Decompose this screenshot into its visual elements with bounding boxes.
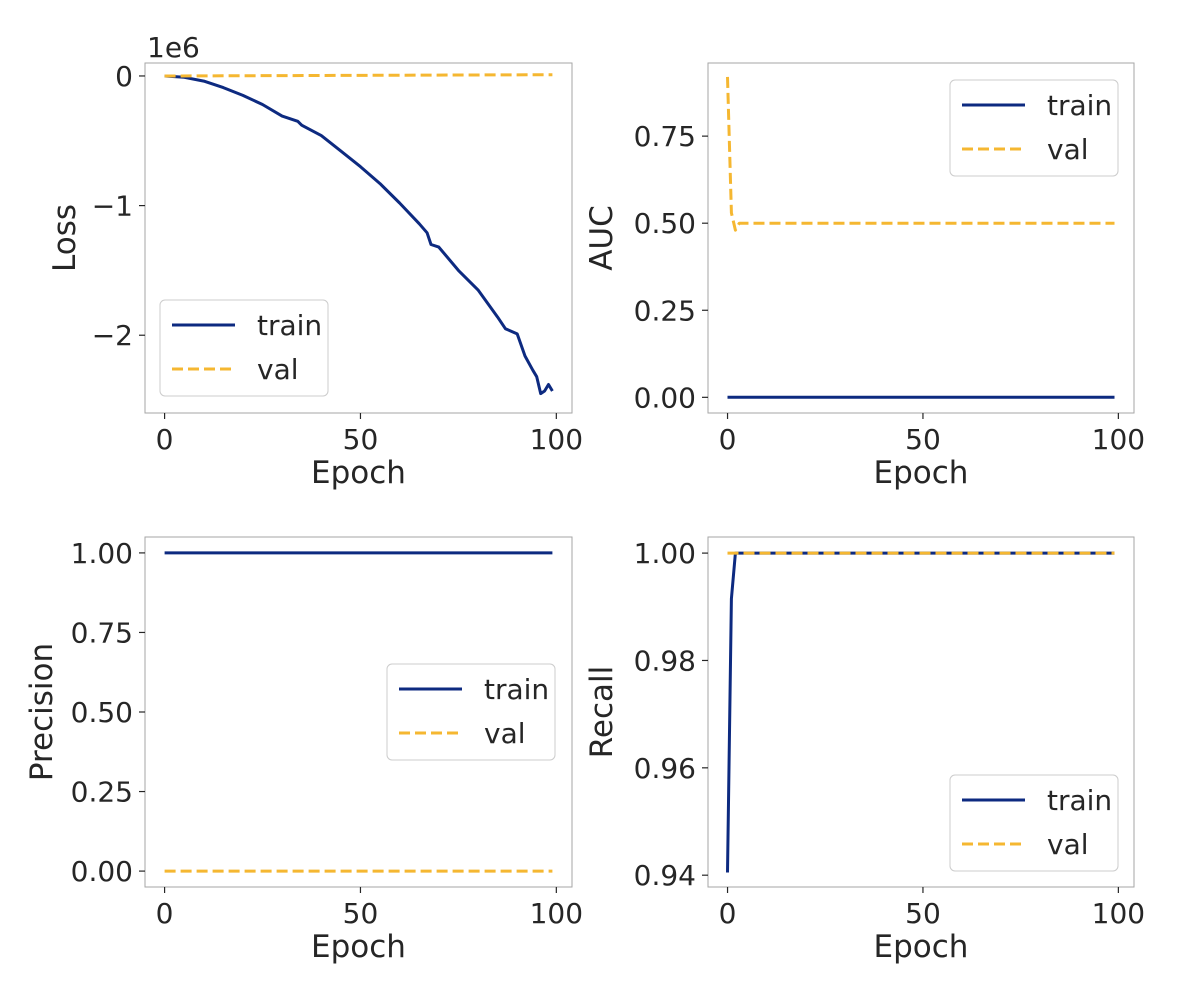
x-tick-label: 100 xyxy=(530,897,583,930)
y-axis-label: Loss xyxy=(47,204,83,272)
x-tick-label: 0 xyxy=(719,897,737,930)
subplot-loss: 0 50 100 0 −1 −2 Epoch Loss 1e6 train val xyxy=(47,31,583,491)
y-tick-label: −1 xyxy=(92,190,133,223)
y-tick-label: 0.25 xyxy=(634,294,696,327)
y-tick-label: 0.75 xyxy=(634,120,696,153)
legend: train val xyxy=(159,299,329,397)
y-tick-label: 0.00 xyxy=(71,855,133,888)
x-axis-label: Epoch xyxy=(874,455,969,491)
x-tick-label: 100 xyxy=(1092,423,1145,456)
subplot-auc: 0 50 100 0.00 0.25 0.50 0.75 Epoch AUC train val xyxy=(584,62,1145,491)
y-tick-label: 1.00 xyxy=(71,537,133,570)
y-tick-label: 0 xyxy=(115,60,133,93)
x-tick-label: 50 xyxy=(905,423,941,456)
legend-label-val: val xyxy=(257,353,299,386)
legend: train val xyxy=(949,774,1119,872)
y-tick-label: 0.94 xyxy=(634,859,696,892)
x-tick-label: 100 xyxy=(530,423,583,456)
y-tick-label: 0.75 xyxy=(71,616,133,649)
y-axis-label: Recall xyxy=(584,666,620,759)
legend: train val xyxy=(949,79,1119,177)
y-tick-label: −2 xyxy=(92,319,133,352)
x-tick-label: 100 xyxy=(1092,897,1145,930)
y-tick-label: 0.96 xyxy=(634,752,696,785)
x-tick-label: 50 xyxy=(905,897,941,930)
legend: train val xyxy=(386,663,556,761)
legend-label-train: train xyxy=(484,673,549,706)
subplot-precision: 0 50 100 0.00 0.25 0.50 0.75 1.00 Epoch Precision… xyxy=(24,536,583,965)
x-tick-label: 0 xyxy=(156,423,174,456)
y-offset-label: 1e6 xyxy=(147,31,200,64)
x-axis-label: Epoch xyxy=(311,455,406,491)
x-axis-label: Epoch xyxy=(311,929,406,965)
x-tick-label: 0 xyxy=(156,897,174,930)
x-tick-label: 0 xyxy=(719,423,737,456)
subplot-recall: 0 50 100 0.94 0.96 0.98 1.00 Epoch Recall train va… xyxy=(584,536,1145,965)
y-tick-label: 0.50 xyxy=(634,207,696,240)
y-tick-label: 0.50 xyxy=(71,696,133,729)
legend-label-val: val xyxy=(484,717,526,750)
series-line-val xyxy=(726,76,1115,232)
series-line-val xyxy=(164,73,553,78)
legend-label-train: train xyxy=(257,309,322,342)
y-tick-label: 0.25 xyxy=(71,776,133,809)
y-axis-label: Precision xyxy=(24,643,60,781)
legend-label-val: val xyxy=(1047,133,1089,166)
y-tick-label: 0.00 xyxy=(634,381,696,414)
y-axis-label: AUC xyxy=(584,205,620,271)
series-line-train xyxy=(164,74,554,396)
x-tick-label: 50 xyxy=(343,423,379,456)
x-axis-label: Epoch xyxy=(874,929,969,965)
legend-label-train: train xyxy=(1047,89,1112,122)
y-tick-label: 0.98 xyxy=(634,644,696,677)
legend-label-train: train xyxy=(1047,784,1112,817)
x-tick-label: 50 xyxy=(343,897,379,930)
y-tick-label: 1.00 xyxy=(634,537,696,570)
legend-label-val: val xyxy=(1047,828,1089,861)
